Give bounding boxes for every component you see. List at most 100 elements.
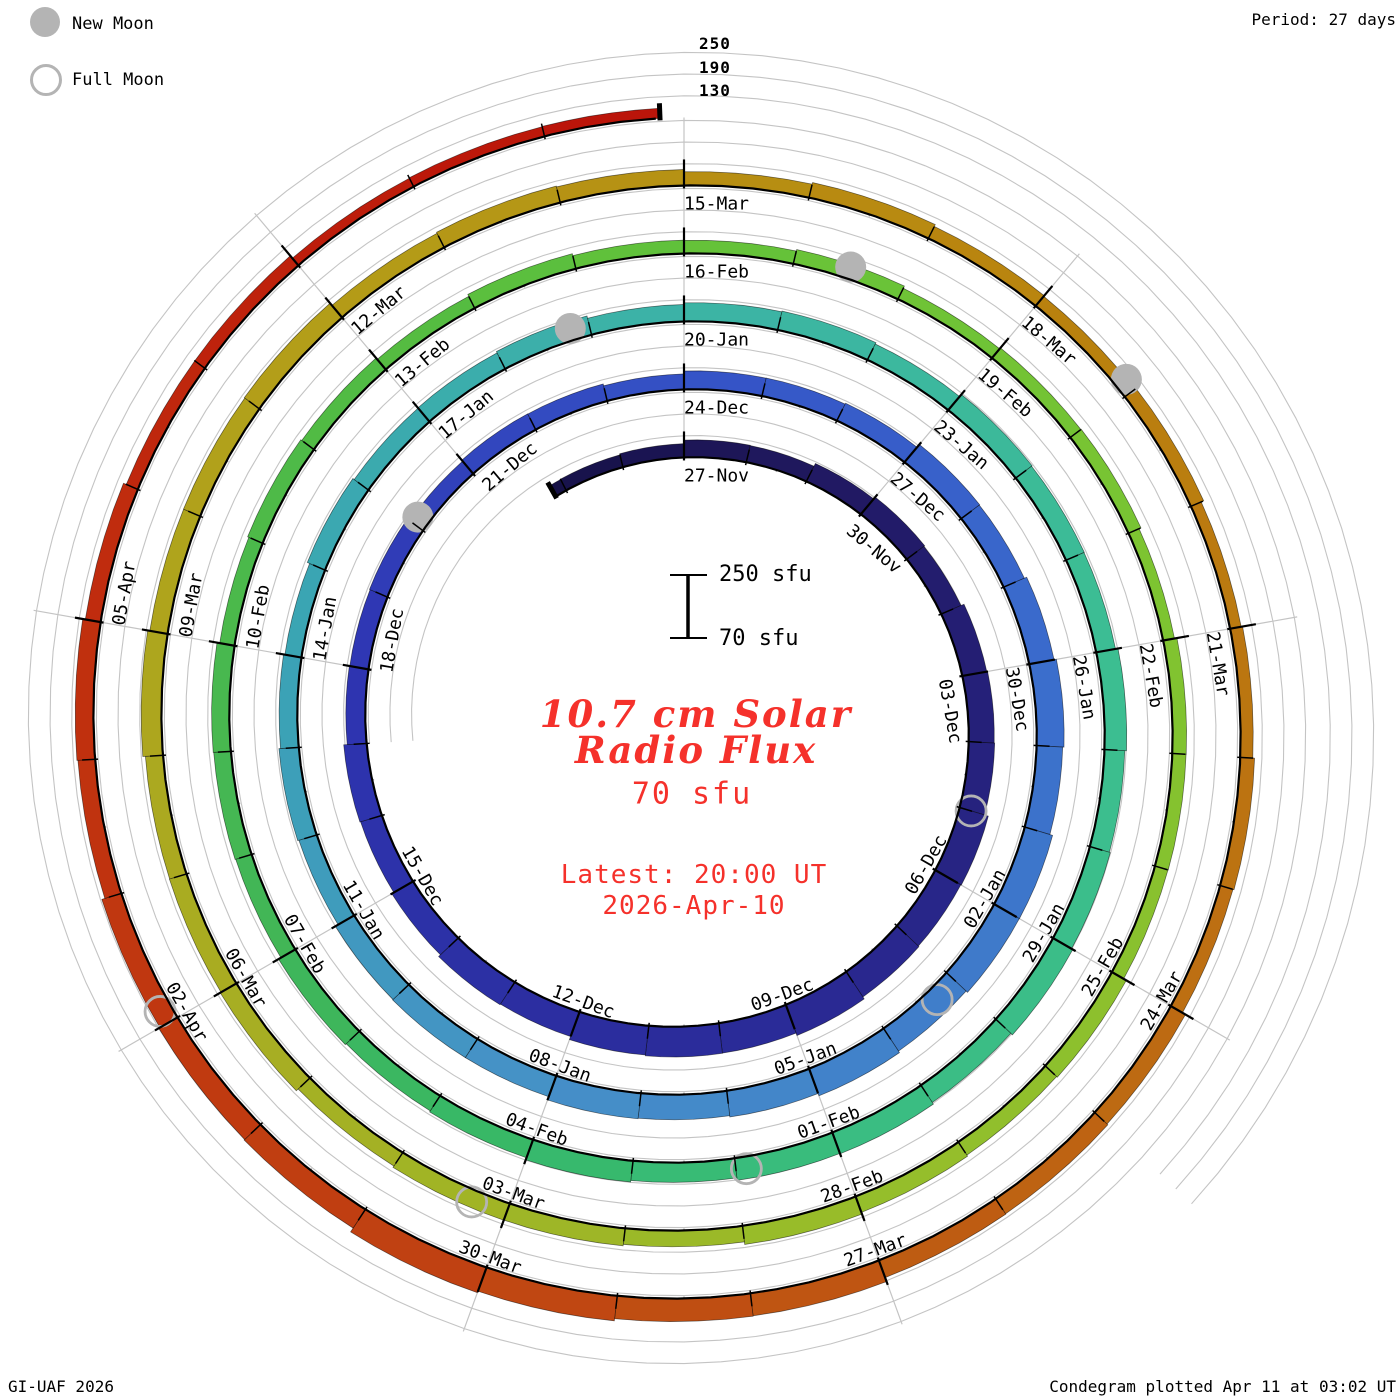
label-day-tick [1049, 935, 1077, 953]
flux-bar [101, 893, 178, 1029]
day-tick [717, 1020, 722, 1037]
day-tick [843, 968, 855, 983]
flux-bar [353, 407, 430, 491]
label-day-tick [807, 1065, 820, 1094]
day-tick [1033, 744, 1050, 748]
flux-bar [301, 357, 387, 450]
date-label: 24-Dec [684, 397, 749, 418]
flux-bar [750, 1259, 888, 1317]
full-moon-marker [954, 794, 988, 828]
flux-bar [777, 310, 877, 361]
flux-bar [183, 397, 260, 517]
day-tick [357, 1206, 368, 1221]
day-tick [646, 1022, 650, 1039]
day-tick [407, 174, 416, 190]
full-moon-marker [729, 1152, 763, 1186]
day-tick [304, 833, 320, 840]
flux-bar [940, 603, 988, 677]
label-day-tick [141, 628, 171, 636]
day-tick [791, 250, 798, 267]
latest-date: 2026-Apr-10 [602, 891, 786, 921]
flux-bar [1024, 745, 1064, 835]
day-tick [238, 852, 255, 859]
radial-tick-250: 250 [699, 34, 731, 53]
flux-bar [1111, 865, 1169, 980]
day-tick [956, 1139, 967, 1154]
day-tick [926, 226, 935, 242]
flux-bar [726, 1068, 819, 1118]
flux-bar [1219, 757, 1255, 891]
label-day-tick [569, 1008, 582, 1037]
flux-bar [1089, 749, 1126, 853]
day-tick [741, 1222, 745, 1239]
flux-bar [235, 854, 296, 959]
day-tick [394, 1149, 406, 1164]
latest-reading: Latest: 20:00 UT 2026-Apr-10 [561, 860, 827, 922]
flux-bar [957, 1065, 1058, 1156]
label-day-tick [1093, 646, 1123, 654]
day-tick [776, 317, 782, 333]
day-tick [559, 478, 569, 494]
current-flux-value: 70 sfu [631, 776, 753, 812]
day-tick [881, 1025, 892, 1040]
flux-bar [436, 185, 561, 248]
label-day-tick [476, 1264, 489, 1293]
day-tick [943, 969, 957, 983]
label-day-tick [213, 980, 240, 998]
day-tick [938, 608, 954, 616]
day-tick [349, 1028, 363, 1041]
flux-bar [345, 1030, 441, 1112]
day-tick [865, 347, 874, 363]
day-tick [619, 454, 625, 471]
day-tick [217, 750, 234, 753]
date-label: 20-Jan [684, 329, 749, 350]
day-tick [412, 522, 426, 534]
day-tick [1187, 500, 1204, 509]
day-tick [1092, 1109, 1105, 1123]
day-tick [302, 441, 317, 452]
day-tick [1086, 844, 1103, 851]
day-tick [725, 1087, 730, 1104]
day-tick [965, 740, 982, 744]
flux-bar [1015, 465, 1085, 561]
label-day-tick [1032, 285, 1054, 309]
day-tick [82, 758, 99, 761]
label-day-tick [1026, 658, 1056, 666]
date-label: 05-Apr [108, 559, 140, 627]
day-tick [1042, 1063, 1056, 1076]
day-tick [1122, 388, 1136, 400]
flux-bar [297, 1077, 404, 1167]
radial-tick-190: 190 [699, 58, 731, 77]
day-tick [630, 1157, 635, 1174]
flux-bar [1065, 552, 1116, 653]
day-tick [1067, 429, 1082, 440]
flux-bar [1069, 428, 1142, 534]
day-tick [250, 537, 266, 546]
flux-bar [742, 1196, 863, 1245]
flux-bar [1003, 576, 1055, 665]
flux-bar [1124, 388, 1205, 507]
day-tick [125, 483, 141, 492]
label-day-tick [280, 244, 302, 269]
day-tick [556, 189, 562, 206]
label-day-tick [853, 1193, 866, 1222]
chart-title: 10.7 cm Solar Radio Flux [540, 696, 852, 769]
day-tick [357, 481, 372, 493]
day-tick [1151, 864, 1168, 871]
label-day-tick [499, 1200, 512, 1229]
label-day-tick [368, 348, 389, 373]
day-tick [1125, 527, 1141, 536]
day-tick [498, 356, 508, 372]
label-day-tick [876, 1257, 889, 1286]
flux-bar [644, 1022, 723, 1058]
flux-bar [467, 253, 577, 309]
flux-bar [503, 1203, 626, 1247]
flux-bar [168, 873, 237, 993]
new-moon-marker [835, 251, 867, 283]
latest-time: Latest: 20:00 UT [560, 860, 828, 890]
flux-bar [243, 302, 343, 410]
day-tick [285, 746, 302, 749]
day-tick [958, 510, 973, 521]
